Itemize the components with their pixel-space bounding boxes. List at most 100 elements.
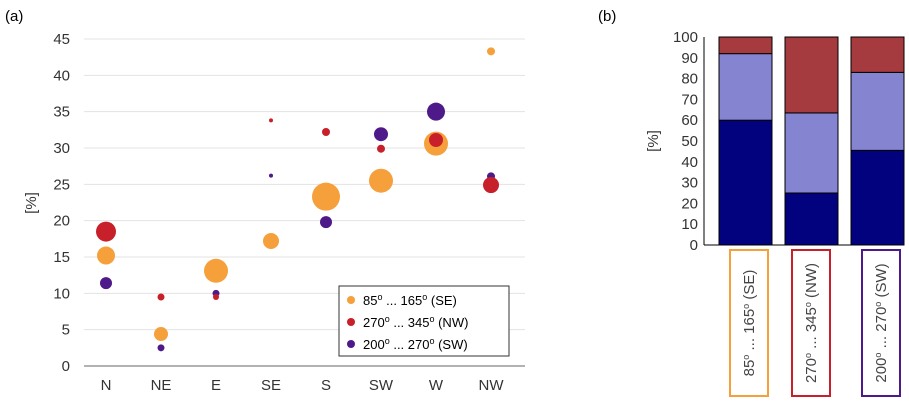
scatter-point	[263, 233, 279, 250]
y-tick-label: 10	[53, 285, 70, 302]
bar-y-tick-labels: 0 10 20 30 40 50 60 70 80 90 100	[673, 29, 698, 254]
degree-superscript: o	[873, 302, 883, 307]
x-tick-label: N	[101, 377, 112, 394]
y-tick-label: 10	[681, 216, 698, 233]
label-part: (SE)	[427, 293, 457, 308]
bar-segment	[850, 149, 905, 246]
degree-superscript: o	[741, 355, 751, 360]
label-part: ... 165	[741, 309, 758, 355]
y-tick-label: 60	[681, 112, 698, 129]
category-label: 200o ... 270o (SW)	[873, 263, 890, 382]
x-tick-label: NE	[151, 377, 172, 394]
y-tick-label: 35	[53, 104, 70, 121]
scatter-point	[369, 168, 393, 193]
degree-superscript: o	[873, 353, 883, 358]
bar-segment	[784, 36, 839, 114]
bar-segment	[850, 71, 905, 151]
y-tick-label: 20	[681, 195, 698, 212]
category-label: 85o ... 165o (SE)	[741, 270, 758, 377]
degree-superscript: o	[385, 314, 390, 324]
legend-marker	[347, 318, 355, 326]
category-label: 270o ... 345o (NW)	[803, 263, 820, 383]
bar-segment	[784, 192, 839, 246]
degree-superscript: o	[803, 302, 813, 307]
scatter-points	[96, 47, 499, 352]
scatter-point	[100, 277, 112, 290]
scatter-point	[269, 173, 273, 178]
y-tick-label: 30	[53, 140, 70, 157]
panel-a-label: (a)	[5, 8, 23, 25]
label-part: (SW)	[434, 337, 467, 352]
bar-segment	[784, 112, 839, 194]
y-tick-label: 100	[673, 29, 698, 46]
scatter-point	[374, 127, 388, 142]
scatter-point	[154, 327, 168, 342]
x-tick-label: E	[211, 377, 221, 394]
y-tick-label: 0	[62, 358, 70, 375]
scatter-point	[157, 293, 165, 301]
label-part: 85	[741, 360, 758, 377]
y-tick-label: 80	[681, 71, 698, 88]
x-tick-label: SE	[261, 377, 281, 394]
y-tick-label: 25	[53, 176, 70, 193]
x-tick-label: NW	[479, 377, 505, 394]
y-tick-label: 90	[681, 50, 698, 67]
x-tick-label: W	[429, 377, 444, 394]
label-part: (NW)	[434, 315, 468, 330]
bar-segment	[718, 119, 773, 246]
degree-superscript: o	[429, 314, 434, 324]
degree-superscript: o	[385, 336, 390, 346]
bar-y-axis-label: [%]	[645, 130, 662, 152]
x-tick-label: S	[321, 377, 331, 394]
bar-segment	[718, 36, 773, 55]
label-part: ... 345	[803, 307, 820, 353]
scatter-y-tick-labels: 0 5 10 15 20 25 30 35 40 45	[53, 31, 70, 375]
legend-label: 270o ... 345o (NW)	[363, 314, 468, 330]
y-tick-label: 0	[690, 237, 698, 254]
stacked-bars	[718, 36, 905, 246]
scatter-point	[204, 258, 228, 283]
y-tick-label: 20	[53, 213, 70, 230]
y-tick-label: 50	[681, 133, 698, 150]
scatter-point	[322, 128, 330, 137]
legend-marker	[347, 340, 355, 348]
legend-box	[338, 285, 510, 357]
scatter-point	[320, 216, 332, 229]
label-part: (SW)	[873, 263, 890, 301]
label-part: 270	[363, 315, 385, 330]
degree-superscript: o	[422, 292, 427, 302]
label-part: (NW)	[803, 263, 820, 302]
bar-category-labels: 85o ... 165o (SE)270o ... 345o (NW)200o …	[729, 249, 901, 397]
label-part: (SE)	[741, 270, 758, 304]
degree-superscript: o	[741, 304, 751, 309]
legend-label: 200o ... 270o (SW)	[363, 336, 468, 352]
label-part: ... 165	[382, 293, 422, 308]
y-tick-label: 15	[53, 249, 70, 266]
legend-marker	[347, 296, 355, 304]
scatter-legend: 85o ... 165o (SE)270o ... 345o (NW)200o …	[338, 285, 510, 357]
degree-superscript: o	[377, 292, 382, 302]
category-frame	[791, 249, 831, 397]
y-tick-label: 45	[53, 31, 70, 48]
y-tick-label: 30	[681, 175, 698, 192]
bar-segment	[718, 53, 773, 121]
label-part: ... 345	[390, 315, 430, 330]
category-frame	[861, 249, 901, 397]
scatter-point	[427, 102, 445, 121]
scatter-point	[487, 47, 495, 56]
y-tick-label: 40	[53, 67, 70, 84]
degree-superscript: o	[803, 353, 813, 358]
category-frame	[729, 249, 769, 397]
y-tick-label: 70	[681, 91, 698, 108]
scatter-point	[97, 246, 115, 265]
y-tick-label: 5	[62, 322, 70, 339]
legend-label: 85o ... 165o (SE)	[363, 292, 457, 308]
scatter-point	[213, 293, 219, 300]
degree-superscript: o	[429, 336, 434, 346]
scatter-point	[157, 344, 165, 352]
x-tick-label: SW	[369, 377, 394, 394]
label-part: ... 270	[390, 337, 430, 352]
